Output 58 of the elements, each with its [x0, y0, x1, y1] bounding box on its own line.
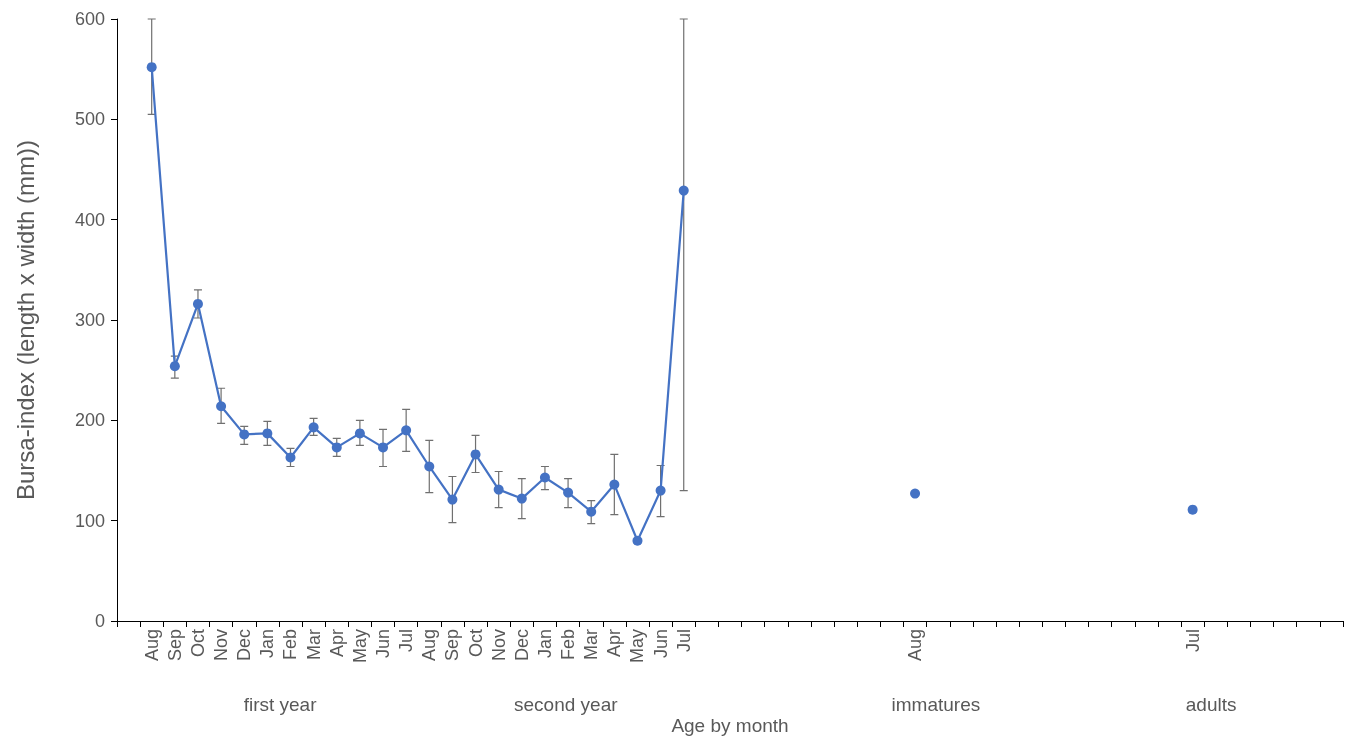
point	[655, 485, 666, 496]
x-tick-label: May	[349, 629, 370, 664]
x-tick-label: Jul	[673, 629, 694, 653]
x-tick-label: Aug	[419, 629, 440, 662]
point	[146, 62, 157, 73]
x-tick-label: Dec	[234, 629, 255, 662]
x-tick-label: Mar	[581, 629, 602, 660]
y-tick-label: 400	[74, 209, 105, 230]
x-tick-label: Nov	[211, 629, 232, 662]
point	[516, 493, 527, 504]
x-tick-label: Sep	[164, 629, 185, 662]
y-axis-title: Bursa-index (length x width (mm))	[11, 139, 39, 501]
point	[678, 185, 689, 196]
point	[563, 487, 574, 498]
x-tick-label: Oct	[465, 629, 486, 658]
x-tick-label: Jul	[1182, 629, 1203, 653]
text: immatures	[891, 693, 981, 715]
point	[470, 449, 481, 460]
text: second year	[514, 693, 619, 715]
x-tick-label: Feb	[280, 629, 301, 661]
point	[1187, 504, 1198, 515]
point	[609, 479, 620, 490]
point	[493, 484, 504, 495]
x-tick-label: Apr	[326, 629, 347, 658]
point	[447, 494, 458, 505]
point	[424, 461, 435, 472]
x-tick-label: Jul	[396, 629, 417, 653]
point	[169, 361, 180, 372]
y-tick-label: 600	[74, 9, 105, 29]
point	[401, 425, 412, 436]
x-tick-label: Nov	[488, 629, 509, 662]
x-tick-label: Aug	[905, 629, 926, 662]
y-tick-label: 200	[74, 410, 105, 431]
x-tick-label: Jun	[650, 629, 671, 659]
y-tick-label: 300	[74, 310, 105, 330]
y-tick-label: 100	[74, 510, 105, 531]
x-tick-label: Jan	[534, 629, 555, 659]
y-tick-label: 500	[74, 109, 105, 130]
point	[910, 488, 921, 499]
x-tick-label: Mar	[303, 629, 324, 660]
x-tick-label: Jun	[373, 629, 394, 659]
point	[632, 535, 643, 546]
x-tick-label: Aug	[141, 629, 162, 662]
y-tick-label: 0	[94, 611, 105, 631]
x-tick-label: Sep	[442, 629, 463, 662]
text: first year	[243, 693, 318, 715]
x-tick-label: Jan	[257, 629, 278, 659]
point	[192, 298, 203, 309]
x-tick-label: May	[627, 629, 648, 664]
x-tick-label: Dec	[511, 629, 532, 662]
x-tick-label: Oct	[187, 629, 208, 658]
x-tick-label: Apr	[604, 629, 625, 658]
point	[216, 401, 227, 412]
point	[239, 429, 250, 440]
x-axis-title: Age by month	[671, 715, 789, 736]
x-tick-label: Feb	[558, 629, 579, 661]
text: adults	[1185, 693, 1237, 715]
point	[378, 442, 389, 453]
